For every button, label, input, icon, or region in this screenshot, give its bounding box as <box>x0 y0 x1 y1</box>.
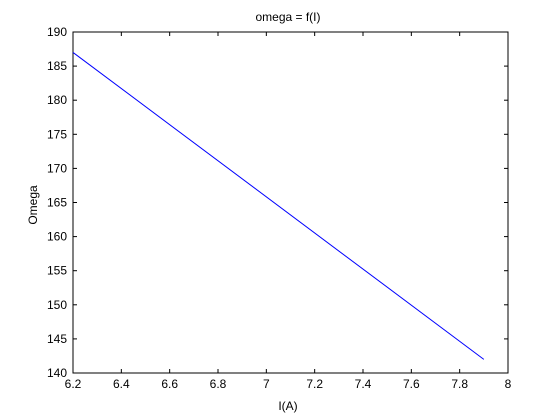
x-tick-label: 6.6 <box>161 377 178 391</box>
x-tick-label: 7.4 <box>355 377 372 391</box>
x-tick-label: 7.8 <box>451 377 468 391</box>
y-tick-label: 155 <box>47 264 67 278</box>
x-tick-label: 7 <box>263 377 270 391</box>
y-tick-label: 185 <box>47 59 67 73</box>
x-tick-label: 7.6 <box>403 377 420 391</box>
series-layer <box>72 52 485 360</box>
x-axis-label: I(A) <box>278 399 297 413</box>
x-tick-label: 8 <box>505 377 512 391</box>
y-tick-label: 140 <box>47 366 67 380</box>
y-tick-label: 190 <box>47 25 67 39</box>
x-tick-label: 6.4 <box>113 377 130 391</box>
axis-ticks <box>72 31 509 374</box>
x-tick-label: 6.8 <box>210 377 227 391</box>
y-tick-label: 180 <box>47 93 67 107</box>
y-tick-label: 170 <box>47 161 67 175</box>
x-tick-label: 6.2 <box>65 377 82 391</box>
y-tick-label: 150 <box>47 298 67 312</box>
plot-area <box>72 31 509 374</box>
y-tick-label: 160 <box>47 230 67 244</box>
y-tick-label: 165 <box>47 196 67 210</box>
y-tick-label: 175 <box>47 127 67 141</box>
y-tick-label: 145 <box>47 332 67 346</box>
series-line <box>72 52 485 360</box>
x-tick-label: 7.2 <box>306 377 323 391</box>
y-axis-label: Omega <box>26 185 40 225</box>
y-tick-labels: 140 145 150 155 160 165 170 175 180 185 190 <box>47 25 67 380</box>
chart-title: omega = f(I) <box>255 10 320 24</box>
x-tick-labels: 6.2 6.4 6.6 6.8 7 7.2 7.4 7.6 7.8 8 <box>65 377 512 391</box>
